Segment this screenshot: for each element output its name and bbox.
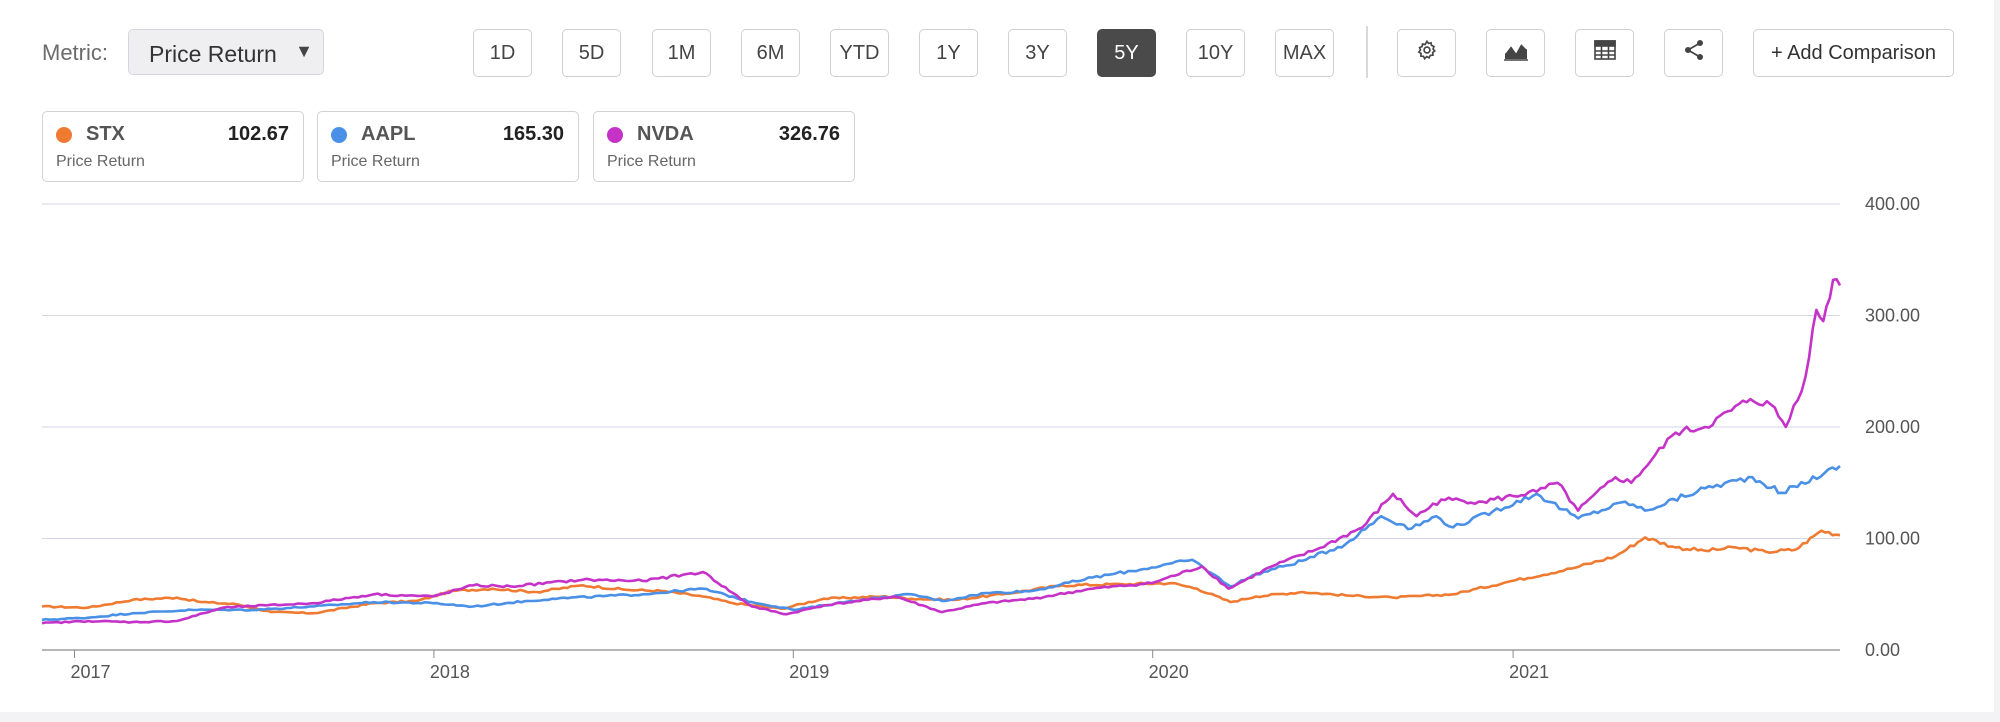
range-button-1m[interactable]: 1M [652, 29, 711, 77]
legend-value: 165.30 [502, 123, 564, 145]
chevron-down-icon: ▼ [295, 41, 313, 61]
x-tick-label: 2018 [430, 662, 470, 682]
series-color-dot [607, 127, 623, 143]
legend-value: 102.67 [227, 123, 289, 145]
range-button-5d[interactable]: 5D [562, 29, 621, 77]
series-color-dot [56, 127, 72, 143]
table-icon [1593, 40, 1616, 66]
range-button-3y[interactable]: 3Y [1008, 29, 1067, 77]
chart-type-button[interactable] [1486, 29, 1545, 77]
x-tick-label: 2021 [1509, 662, 1549, 682]
range-button-ytd[interactable]: YTD [830, 29, 889, 77]
y-tick-label: 400.00 [1865, 194, 1920, 214]
legend-symbol: NVDA [637, 123, 694, 145]
legend-metric: Price Return [607, 153, 696, 170]
toolbar-divider [1366, 26, 1368, 78]
table-view-button[interactable] [1575, 29, 1634, 77]
add-comparison-button[interactable]: + Add Comparison [1753, 29, 1954, 77]
legend-card-nvda[interactable]: NVDA 326.76 Price Return [593, 111, 855, 182]
x-tick-label: 2020 [1149, 662, 1189, 682]
x-tick-label: 2017 [70, 662, 110, 682]
y-tick-label: 0.00 [1865, 640, 1900, 660]
metric-select-value: Price Return [149, 41, 277, 67]
legend-value: 326.76 [778, 123, 840, 145]
y-tick-label: 200.00 [1865, 417, 1920, 437]
legend-symbol: AAPL [361, 123, 416, 145]
legend-symbol: STX [86, 123, 125, 145]
range-button-max[interactable]: MAX [1275, 29, 1334, 77]
legend-metric: Price Return [331, 153, 420, 170]
y-tick-label: 300.00 [1865, 306, 1920, 326]
share-icon [1683, 39, 1705, 67]
range-button-6m[interactable]: 6M [741, 29, 800, 77]
metric-label: Metric: [42, 40, 108, 65]
chart-type-icon [1503, 39, 1529, 67]
y-tick-label: 100.00 [1865, 529, 1920, 549]
series-line-aapl[interactable] [41, 465, 1841, 622]
x-tick-label: 2019 [789, 662, 829, 682]
range-button-1y[interactable]: 1Y [919, 29, 978, 77]
legend-card-stx[interactable]: STX 102.67 Price Return [42, 111, 304, 182]
series-color-dot [331, 127, 347, 143]
range-button-5y[interactable]: 5Y [1097, 29, 1156, 77]
metric-select[interactable]: Price Return ▼ [128, 29, 324, 75]
range-button-1d[interactable]: 1D [473, 29, 532, 77]
range-button-10y[interactable]: 10Y [1186, 29, 1245, 77]
settings-button[interactable] [1397, 29, 1456, 77]
share-button[interactable] [1664, 29, 1723, 77]
series-line-nvda[interactable] [41, 278, 1842, 625]
legend-card-aapl[interactable]: AAPL 165.30 Price Return [317, 111, 579, 182]
gear-icon [1416, 39, 1438, 67]
legend-metric: Price Return [56, 153, 145, 170]
